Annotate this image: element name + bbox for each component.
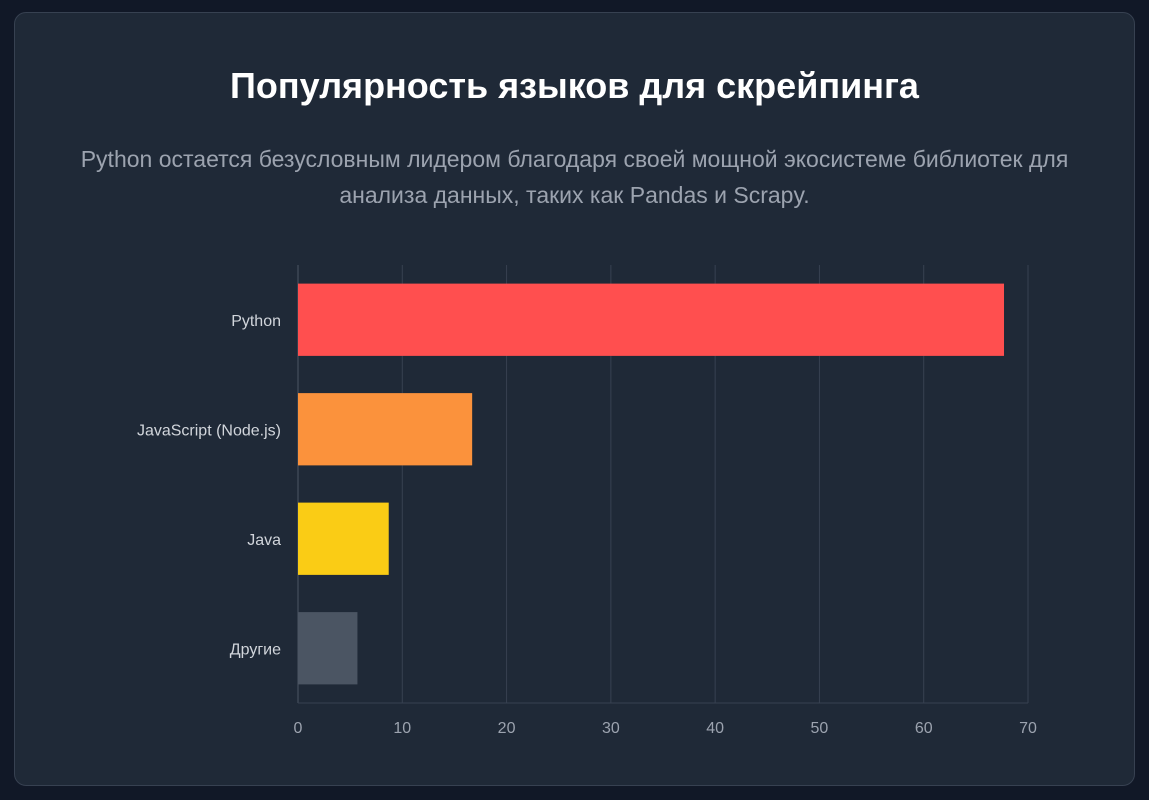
category-label: Другие: [230, 641, 281, 658]
x-tick-label: 0: [294, 720, 303, 737]
chart-card: Популярность языков для скрейпинга Pytho…: [14, 12, 1135, 786]
bar: [298, 502, 389, 575]
chart-title: Популярность языков для скрейпинга: [230, 65, 919, 106]
bar: [298, 612, 358, 685]
x-tick-label: 50: [811, 720, 829, 737]
chart-subtitle: Python остается безусловным лидером благ…: [80, 146, 1069, 208]
category-label: Java: [247, 532, 281, 549]
x-tick-label: 40: [706, 720, 724, 737]
x-tick-label: 70: [1019, 720, 1037, 737]
x-tick-label: 30: [602, 720, 620, 737]
category-label: Python: [231, 313, 281, 330]
bar: [298, 393, 473, 466]
x-tick-label: 60: [915, 720, 933, 737]
bar: [298, 283, 1005, 356]
bar-chart: 0 10 20 30 40 50 60 70 Python JavaScript (Node.js…: [137, 265, 1037, 737]
category-label: JavaScript (Node.js): [137, 422, 281, 439]
x-tick-label: 20: [498, 720, 516, 737]
x-tick-label: 10: [393, 720, 411, 737]
